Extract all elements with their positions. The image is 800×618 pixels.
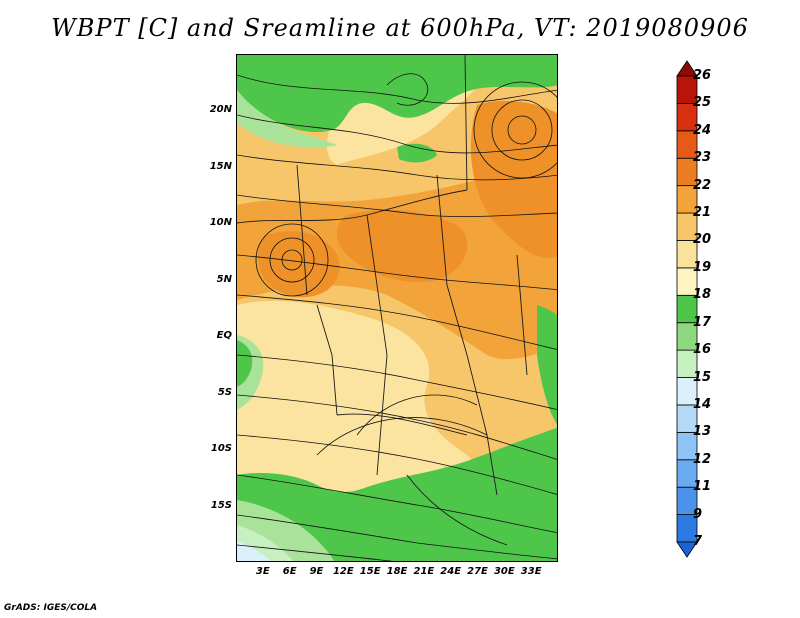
lat-label: 10S [210, 443, 232, 455]
lon-label: 9E [309, 566, 324, 577]
lon-label: 15E [359, 566, 381, 577]
colorbar-level-label: 23 [693, 150, 712, 166]
colorbar-level-label: 18 [693, 287, 712, 303]
colorbar-level-label: 26 [693, 68, 712, 83]
lat-label: 5N [216, 273, 232, 285]
lon-label: 3E [255, 566, 270, 577]
colorbar-level-label: 11 [693, 479, 712, 495]
colorbar-level-label: 7 [693, 534, 703, 549]
colorbar-level-label: 24 [693, 122, 712, 138]
orange-core-west [258, 231, 340, 298]
colorbar-level-label: 17 [693, 314, 712, 330]
lat-label: 10N [209, 217, 232, 229]
colorbar-level-label: 19 [693, 259, 712, 275]
colorbar-bottom-arrow [676, 541, 698, 558]
grads-credit: GrADS: IGES/COLA [4, 603, 98, 613]
lon-label: 27E [467, 566, 488, 577]
lat-label: EQ [216, 330, 232, 342]
map-title: WBPT [C] and Sreamline at 600hPa, VT: 20… [51, 14, 749, 42]
lat-label: 20N [209, 104, 232, 116]
lat-label: 15N [209, 160, 232, 172]
coast-green-left [237, 340, 253, 387]
colorbar-level-label: 14 [693, 396, 712, 412]
colorbar-level-label: 9 [693, 506, 703, 522]
green-patch-center [397, 143, 437, 163]
orange-core-center [336, 209, 468, 283]
lon-label: 21E [413, 566, 435, 577]
lon-label: 6E [282, 566, 297, 577]
colorbar-level-label: 12 [693, 451, 712, 467]
south-green-region [237, 427, 557, 561]
colorbar-level-label: 21 [693, 205, 712, 221]
east-green-strip [537, 305, 557, 425]
lon-label: 12E [332, 566, 354, 577]
colorbar-level-label: 20 [693, 232, 712, 248]
north-light-green [237, 90, 337, 148]
colorbar-level-label: 22 [693, 177, 712, 193]
map-panel [236, 54, 558, 562]
lon-label: 33E [520, 566, 542, 577]
lat-label: 15S [210, 499, 232, 511]
lon-label: 24E [440, 566, 462, 577]
lon-label: 30E [493, 566, 515, 577]
colorbar-level-label: 25 [693, 95, 712, 111]
colorbar-box [676, 75, 698, 104]
country-borders [237, 55, 528, 546]
lon-label: 18E [386, 566, 408, 577]
colorbar-level-label: 13 [693, 424, 712, 440]
colorbar-level-label: 15 [693, 369, 712, 385]
colorbar [676, 60, 698, 558]
colorbar-level-label: 16 [693, 342, 712, 358]
lat-label: 5S [217, 386, 232, 398]
streamlines [237, 73, 557, 561]
north-green-band [237, 55, 557, 133]
weather-map [237, 55, 557, 561]
